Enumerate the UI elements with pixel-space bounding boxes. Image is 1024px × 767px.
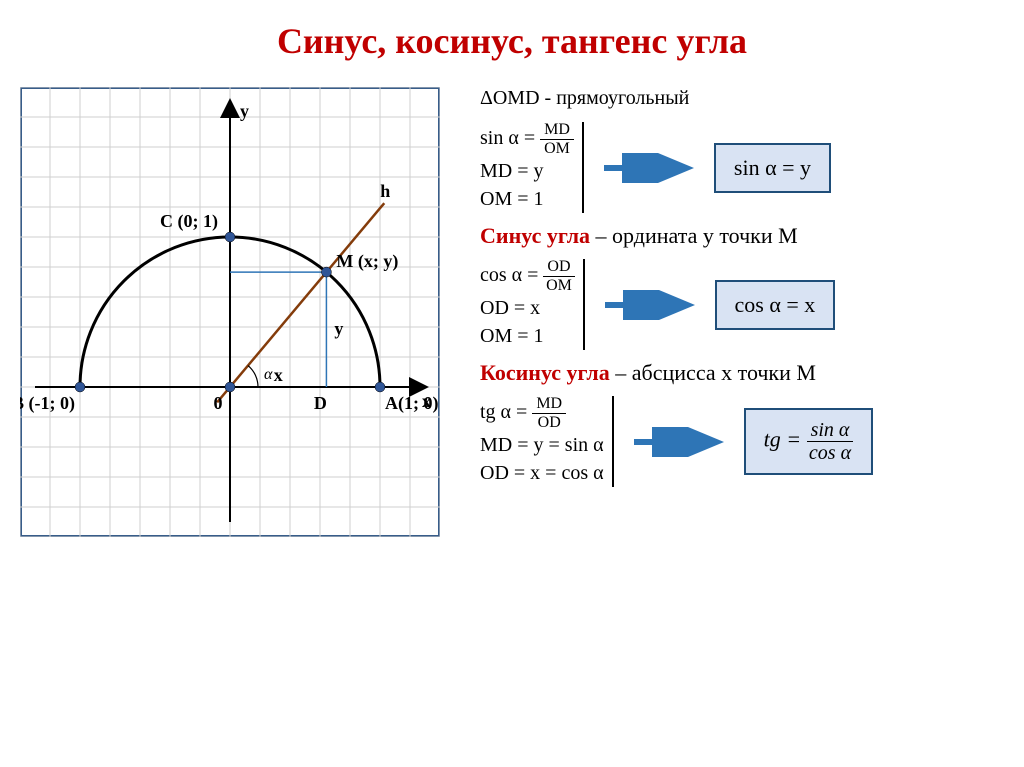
page-title: Синус, косинус, тангенс угла: [20, 20, 1004, 62]
svg-text:D: D: [314, 393, 327, 413]
svg-text:y: y: [334, 319, 343, 339]
tan-derivation: tg α = MDOD MD = y = sin α OD = x = cos …: [480, 396, 614, 487]
diagram-panel: yxhB (-1; 0)A(1; 0)C (0; 1)M (x; y)D0yxα: [20, 87, 440, 537]
cos-result-box: cos α = x: [715, 280, 836, 330]
sin-definition: Синус угла – ордината y точки M: [480, 223, 1004, 249]
svg-text:α: α: [264, 366, 273, 383]
cos-row: cos α = ODOM OD = x OM = 1 cos α = x: [480, 259, 1004, 350]
svg-text:h: h: [380, 181, 390, 201]
svg-text:x: x: [274, 365, 283, 385]
svg-text:A(1; 0): A(1; 0): [385, 393, 438, 414]
arrow-icon: [634, 427, 724, 457]
sin-row: sin α = MDOM MD = y OM = 1 sin α = y: [480, 122, 1004, 213]
svg-text:0: 0: [214, 393, 223, 413]
triangle-statement: ΔOMD - прямоугольный: [480, 87, 1004, 110]
tan-row: tg α = MDOD MD = y = sin α OD = x = cos …: [480, 396, 1004, 487]
arrow-icon: [604, 153, 694, 183]
cos-definition: Косинус угла – абсцисса x точки M: [480, 360, 1004, 386]
arrow-icon: [605, 290, 695, 320]
svg-text:M (x; y): M (x; y): [336, 251, 398, 272]
svg-text:C (0; 1): C (0; 1): [160, 211, 218, 232]
sin-result-box: sin α = y: [714, 143, 831, 193]
svg-text:B (-1; 0): B (-1; 0): [20, 393, 75, 414]
text-panel: ΔOMD - прямоугольный sin α = MDOM MD = y…: [480, 87, 1004, 537]
content: yxhB (-1; 0)A(1; 0)C (0; 1)M (x; y)D0yxα…: [20, 87, 1004, 537]
unit-circle-diagram: yxhB (-1; 0)A(1; 0)C (0; 1)M (x; y)D0yxα: [20, 87, 440, 537]
tan-result-box: tg = sin αcos α: [744, 408, 874, 475]
cos-derivation: cos α = ODOM OD = x OM = 1: [480, 259, 585, 350]
sin-derivation: sin α = MDOM MD = y OM = 1: [480, 122, 584, 213]
svg-text:y: y: [240, 101, 249, 121]
